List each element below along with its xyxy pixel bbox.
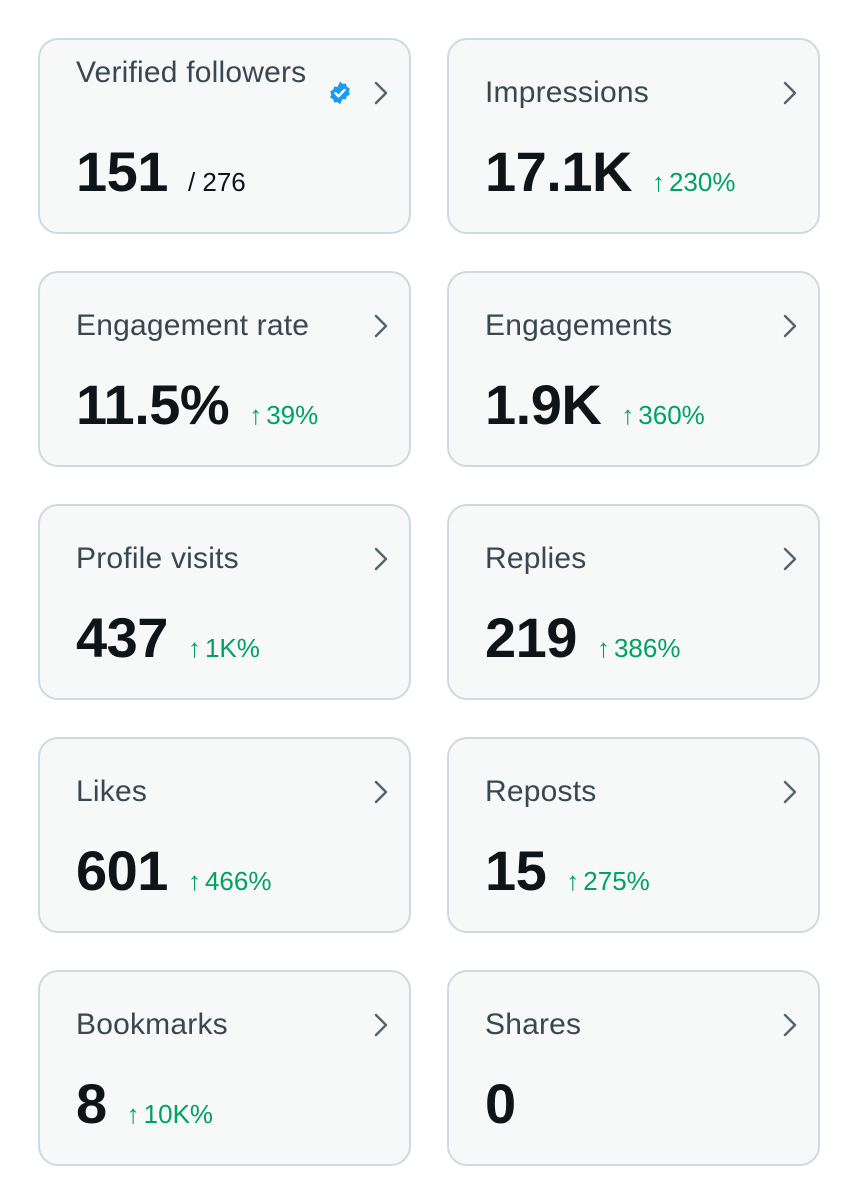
change-percent: 360%: [638, 400, 705, 430]
up-arrow-icon: ↑: [566, 866, 580, 896]
metric-value: 437: [76, 606, 168, 669]
metrics-grid: Verified followers 151 / 276 Impressions…: [38, 38, 820, 1166]
metric-title: Replies: [485, 542, 587, 575]
metric-title: Impressions: [485, 76, 649, 109]
metric-title: Likes: [76, 775, 148, 808]
chevron-right-icon[interactable]: [778, 78, 802, 108]
metric-card-engagement-rate[interactable]: Engagement rate 11.5% ↑ 39%: [38, 271, 411, 467]
change-indicator: ↑ 1K%: [188, 633, 260, 664]
metric-card-bookmarks[interactable]: Bookmarks 8 ↑ 10K%: [38, 970, 411, 1166]
metric-card-reposts[interactable]: Reposts 15 ↑ 275%: [447, 737, 820, 933]
metric-title: Profile visits: [76, 542, 239, 575]
metric-value: 8: [76, 1072, 107, 1135]
up-arrow-icon: ↑: [621, 400, 635, 430]
metric-value-row: 151 / 276: [76, 140, 246, 204]
metric-title: Engagements: [485, 309, 673, 342]
metric-card-impressions[interactable]: Impressions 17.1K ↑ 230%: [447, 38, 820, 234]
metric-value: 11.5%: [76, 373, 230, 436]
change-indicator: ↑ 466%: [188, 866, 272, 897]
up-arrow-icon: ↑: [651, 167, 665, 197]
metric-value-row: 8 ↑ 10K%: [76, 1072, 213, 1136]
metric-value-row: 1.9K ↑ 360%: [485, 373, 705, 437]
chevron-right-icon[interactable]: [778, 777, 802, 807]
metric-value: 15: [485, 839, 547, 902]
metric-title: Reposts: [485, 775, 597, 808]
change-percent: 466%: [204, 866, 272, 896]
metric-value: 1.9K: [485, 373, 602, 436]
change-percent: 39%: [266, 400, 319, 430]
metric-card-engagements[interactable]: Engagements 1.9K ↑ 360%: [447, 271, 820, 467]
chevron-right-icon[interactable]: [369, 78, 393, 108]
metric-value: 0: [485, 1072, 516, 1135]
change-percent: 1K%: [204, 633, 260, 663]
metric-title: Verified followers: [76, 56, 307, 89]
change-percent: 386%: [613, 633, 681, 663]
verified-badge-icon: [330, 81, 350, 105]
metric-value-row: 219 ↑ 386%: [485, 606, 680, 670]
chevron-right-icon[interactable]: [778, 311, 802, 341]
chevron-right-icon[interactable]: [369, 544, 393, 574]
up-arrow-icon: ↑: [126, 1099, 140, 1129]
chevron-right-icon[interactable]: [369, 1010, 393, 1040]
metric-title: Shares: [485, 1008, 582, 1041]
metric-card-replies[interactable]: Replies 219 ↑ 386%: [447, 504, 820, 700]
metric-value-row: 601 ↑ 466%: [76, 839, 271, 903]
metric-value-row: 15 ↑ 275%: [485, 839, 650, 903]
up-arrow-icon: ↑: [596, 633, 610, 663]
metric-value: 601: [76, 839, 168, 902]
metric-value: 219: [485, 606, 577, 669]
metric-value: 151: [76, 140, 168, 203]
metric-value-row: 11.5% ↑ 39%: [76, 373, 318, 437]
metric-title: Engagement rate: [76, 309, 310, 342]
change-indicator: ↑ 275%: [566, 866, 650, 897]
change-indicator: ↑ 386%: [597, 633, 681, 664]
metric-denominator: / 276: [187, 167, 246, 197]
metric-value-row: 17.1K ↑ 230%: [485, 140, 735, 204]
change-indicator: ↑ 360%: [621, 400, 705, 431]
chevron-right-icon[interactable]: [369, 311, 393, 341]
metric-value-row: 0: [485, 1072, 516, 1136]
change-percent: 230%: [668, 167, 736, 197]
change-indicator: ↑ 230%: [652, 167, 736, 198]
change-indicator: ↑ 10K%: [127, 1099, 213, 1130]
change-percent: 275%: [583, 866, 650, 896]
metric-card-profile-visits[interactable]: Profile visits 437 ↑ 1K%: [38, 504, 411, 700]
up-arrow-icon: ↑: [249, 400, 263, 430]
chevron-right-icon[interactable]: [369, 777, 393, 807]
up-arrow-icon: ↑: [187, 866, 201, 896]
metric-card-verified-followers[interactable]: Verified followers 151 / 276: [38, 38, 411, 234]
chevron-right-icon[interactable]: [778, 1010, 802, 1040]
change-indicator: ↑ 39%: [249, 400, 318, 431]
metric-title: Bookmarks: [76, 1008, 228, 1041]
metric-value-row: 437 ↑ 1K%: [76, 606, 260, 670]
change-percent: 10K%: [143, 1099, 214, 1129]
metric-card-likes[interactable]: Likes 601 ↑ 466%: [38, 737, 411, 933]
metric-value: 17.1K: [485, 140, 632, 203]
chevron-right-icon[interactable]: [778, 544, 802, 574]
up-arrow-icon: ↑: [187, 633, 201, 663]
metric-card-shares[interactable]: Shares 0: [447, 970, 820, 1166]
